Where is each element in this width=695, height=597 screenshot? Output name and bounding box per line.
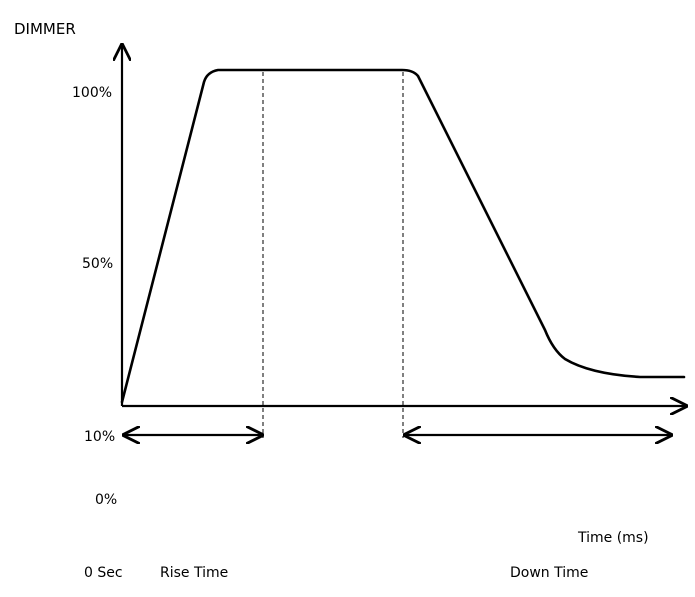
x-axis-label: Time (ms) — [577, 530, 649, 546]
down-time-label: Down Time — [510, 565, 588, 581]
y-tick-label: 100% — [72, 85, 112, 101]
rise-time-label: Rise Time — [160, 565, 228, 581]
chart-title: DIMMER — [14, 20, 76, 38]
y-tick-label: 0% — [95, 492, 117, 508]
dimmer-curve — [120, 68, 686, 404]
start-label: 0 Sec — [84, 565, 123, 581]
y-tick-label: 10% — [84, 429, 115, 445]
y-tick-label: 50% — [82, 256, 113, 272]
